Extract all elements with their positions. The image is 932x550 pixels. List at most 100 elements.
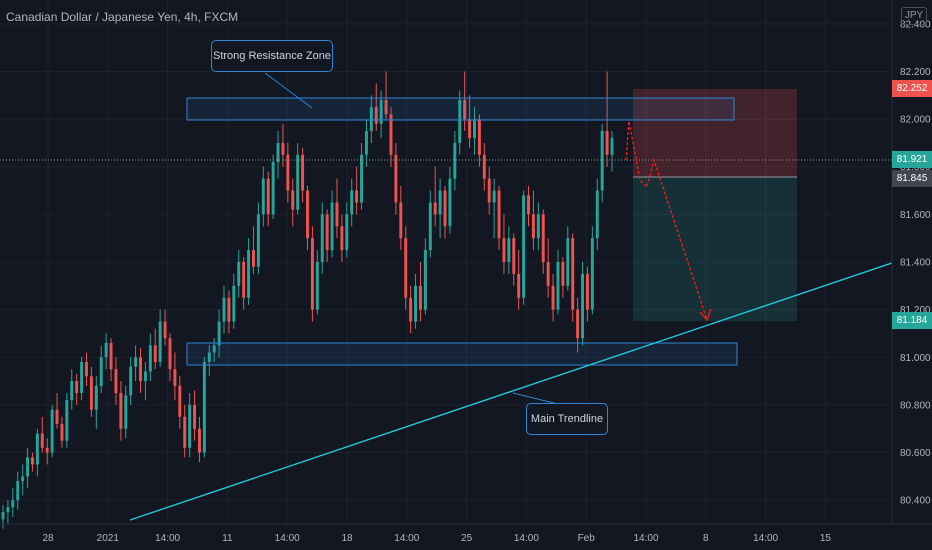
time-tick-label: 14:00	[394, 533, 419, 544]
candle-body	[605, 131, 609, 155]
candle-body	[232, 285, 236, 322]
candle-body	[119, 393, 123, 429]
candle-body	[409, 297, 413, 322]
candle-body	[89, 376, 93, 410]
candle-body	[522, 195, 526, 298]
candle-body	[546, 262, 550, 286]
time-tick-label: Feb	[578, 533, 596, 544]
candle-body	[458, 100, 462, 143]
candle-body	[517, 273, 521, 298]
candle-body	[148, 345, 152, 372]
time-axis[interactable]: 28 2021 14:00 11 14:00 18 14:00 25 14:00 Feb 14:00…	[42, 533, 831, 544]
candle-body	[114, 369, 118, 393]
candle-body	[134, 357, 138, 367]
time-tick-label: 18	[341, 533, 353, 544]
candle-body	[99, 357, 103, 386]
stop-loss-zone[interactable]	[633, 89, 797, 177]
candle-body	[453, 142, 457, 179]
candle-body	[139, 357, 142, 382]
symbol-title[interactable]: Canadian Dollar / Japanese Yen, 4h, FXCM	[6, 10, 239, 24]
candle-body	[389, 114, 393, 155]
price-tick-label: 81.400	[900, 258, 931, 269]
candle-body	[384, 100, 388, 115]
candle-body	[379, 100, 383, 124]
time-tick-label: 14:00	[514, 533, 539, 544]
time-tick-label: 14:00	[633, 533, 658, 544]
candle-body	[256, 214, 260, 267]
candle-body	[418, 285, 422, 310]
candle-body	[188, 404, 192, 448]
candle-body	[438, 190, 442, 215]
time-tick-label: 8	[703, 533, 709, 544]
candle-body	[571, 238, 575, 310]
candle-body	[507, 238, 511, 262]
candle-body	[556, 262, 560, 310]
candle-body	[183, 416, 187, 448]
candle-body	[345, 214, 349, 251]
price-tick-label: 81.200	[900, 305, 931, 316]
candle-body	[330, 202, 334, 251]
candle-body	[566, 238, 570, 286]
candle-body	[590, 238, 594, 310]
candles	[1, 71, 614, 529]
candle-body	[473, 119, 476, 139]
lower-target-price-tag: 81.184	[892, 312, 932, 329]
candle-body	[35, 433, 39, 465]
candle-body	[21, 476, 25, 482]
candle-body	[600, 131, 604, 191]
candle-body	[158, 321, 162, 363]
candle-body	[70, 381, 74, 401]
candle-body	[477, 119, 481, 155]
candle-body	[173, 369, 177, 386]
support-zone[interactable]	[186, 342, 738, 366]
candle-body	[178, 385, 182, 417]
candle-body	[394, 154, 398, 203]
candle-body	[364, 131, 368, 155]
price-tick-label: 82.200	[900, 67, 931, 78]
currency-badge[interactable]: JPY	[901, 7, 927, 25]
time-tick-label: 15	[820, 533, 832, 544]
candle-body	[104, 342, 108, 358]
resistance-zone-label[interactable]: Strong Resistance Zone	[211, 40, 333, 72]
candle-body	[26, 457, 30, 477]
time-tick-label: 14:00	[275, 533, 300, 544]
candle-body	[581, 273, 585, 339]
candle-body	[40, 433, 44, 448]
candle-body	[271, 161, 275, 215]
candle-body	[242, 262, 246, 298]
candle-body	[143, 371, 147, 382]
candle-body	[212, 345, 216, 353]
candle-body	[335, 202, 339, 227]
candle-body	[497, 190, 501, 239]
price-tick-label: 80.800	[900, 400, 931, 411]
take-profit-zone[interactable]	[633, 177, 797, 321]
projection-arrowhead	[699, 308, 712, 322]
candle-body	[207, 352, 211, 363]
projection-path[interactable]	[625, 120, 708, 321]
candle-body	[261, 178, 265, 215]
candle-body	[286, 154, 290, 191]
candle-body	[301, 154, 305, 191]
candle-body	[561, 262, 565, 286]
candle-body	[16, 481, 20, 501]
candle-body	[85, 362, 88, 377]
candle-body	[6, 507, 10, 513]
candle-body	[129, 366, 133, 396]
candle-body	[531, 214, 535, 239]
resistance-zone[interactable]	[186, 97, 735, 121]
main-trendline[interactable]	[129, 262, 893, 521]
candle-body	[433, 202, 437, 215]
candle-body	[197, 428, 201, 453]
candle-body	[291, 190, 295, 210]
candle-body	[482, 154, 486, 179]
candle-body	[487, 178, 491, 203]
candle-body	[369, 107, 373, 131]
candle-body	[360, 154, 363, 203]
entry-price-tag: 81.845	[892, 170, 932, 187]
candle-body	[50, 409, 54, 453]
trendline-label[interactable]: Main Trendline	[526, 403, 608, 435]
candle-body	[11, 500, 15, 508]
time-tick-label: 2021	[97, 533, 120, 544]
